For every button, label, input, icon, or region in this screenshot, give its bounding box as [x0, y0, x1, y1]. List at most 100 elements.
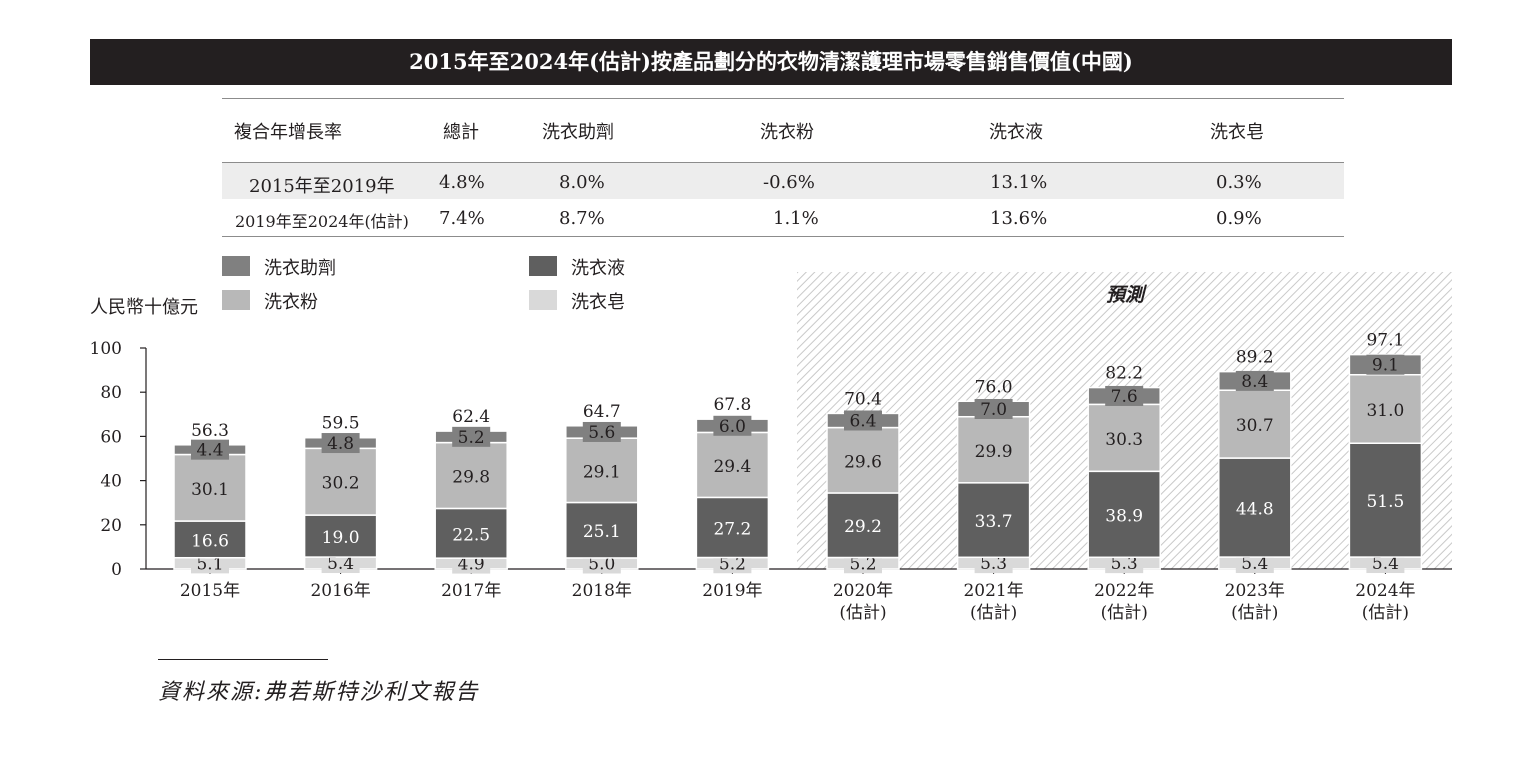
x-tick-label: 2017年 [441, 581, 501, 601]
forecast-label: 預測 [1106, 284, 1147, 306]
bar-segment-liquid [565, 501, 639, 559]
legend-label: 洗衣皂 [571, 292, 625, 313]
data-label-liquid: 19.0 [322, 528, 360, 548]
table-cell-liquid: 13.1% [990, 172, 1048, 193]
x-tick-label: (估計) [839, 603, 886, 623]
table-top-rule [222, 98, 1344, 99]
data-label-box [1366, 553, 1405, 574]
table-cell-additives: 8.0% [559, 172, 605, 193]
bar-segment-liquid [956, 482, 1031, 559]
legend-label: 洗衣粉 [264, 292, 318, 313]
bar-segment-powder [695, 431, 770, 499]
data-label-powder: 30.1 [191, 480, 229, 500]
data-label-box [321, 553, 360, 574]
total-label: 89.2 [1236, 348, 1274, 368]
data-label-box [1235, 370, 1274, 391]
y-tick-label: 0 [111, 560, 122, 580]
data-label-powder: 30.3 [1105, 430, 1143, 450]
data-label-soap: 5.4 [1372, 554, 1399, 574]
data-label-soap: 5.2 [719, 554, 746, 574]
x-tick-label: 2023年 [1225, 581, 1285, 601]
bar-segment-powder [826, 426, 900, 494]
data-label-additives: 5.2 [458, 428, 485, 448]
data-label-additives: 4.8 [327, 434, 354, 454]
data-label-additives: 7.6 [1111, 387, 1138, 407]
table-cell-total: 4.8% [439, 172, 485, 193]
data-label-box [191, 439, 229, 460]
data-label-additives: 9.1 [1372, 356, 1399, 376]
x-tick-label: 2019年 [702, 581, 762, 601]
y-tick-label: 100 [90, 339, 122, 359]
table-row-period: 2019年至2024年(估計) [235, 212, 409, 231]
data-label-liquid: 16.6 [191, 531, 229, 551]
data-label-additives: 8.4 [1241, 372, 1268, 392]
y-tick-label: 60 [100, 427, 122, 447]
data-label-powder: 29.9 [975, 442, 1013, 462]
bar-segment-powder [1087, 403, 1161, 473]
bar-segment-powder [1218, 389, 1292, 459]
data-label-additives: 6.4 [849, 411, 876, 431]
total-label: 59.5 [322, 414, 360, 434]
table-header-additives: 洗衣助劑 [542, 122, 614, 143]
data-label-liquid: 33.7 [975, 512, 1013, 532]
legend-swatch [222, 256, 250, 276]
total-label: 97.1 [1366, 331, 1404, 351]
y-tick-label: 80 [100, 383, 122, 403]
table-header-liquid: 洗衣液 [989, 122, 1043, 143]
x-tick-label: 2024年 [1355, 581, 1415, 601]
table-cell-additives: 8.7% [559, 208, 605, 229]
data-label-soap: 4.9 [458, 555, 485, 575]
data-label-soap: 5.3 [980, 554, 1007, 574]
x-tick-label: 2015年 [180, 581, 240, 601]
y-tick-label: 40 [100, 472, 122, 492]
table-header-cagr: 複合年增長率 [234, 122, 342, 143]
x-tick-label: (估計) [1101, 603, 1148, 623]
total-label: 62.4 [452, 407, 490, 427]
table-header-soap: 洗衣皂 [1210, 122, 1264, 143]
data-label-powder: 29.6 [844, 452, 882, 472]
x-tick-label: 2016年 [310, 581, 370, 601]
x-tick-label: 2020年 [833, 581, 893, 601]
data-label-soap: 5.0 [588, 554, 615, 574]
bar-segment-liquid [695, 496, 770, 559]
table-cell-powder: -0.6% [763, 172, 815, 193]
bar-segment-powder [173, 453, 247, 522]
data-label-liquid: 25.1 [583, 522, 621, 542]
total-label: 67.8 [713, 395, 751, 415]
data-label-box [321, 433, 360, 454]
data-label-box [582, 421, 621, 442]
source-rule [158, 659, 328, 660]
bar-segment-liquid [1087, 470, 1161, 559]
y-tick-label: 20 [100, 516, 122, 536]
data-label-powder: 30.2 [322, 474, 360, 494]
table-header-powder: 洗衣粉 [760, 122, 814, 143]
legend-swatch [529, 256, 557, 276]
data-label-liquid: 38.9 [1105, 506, 1143, 526]
data-label-additives: 4.4 [196, 441, 223, 461]
data-label-powder: 30.7 [1236, 416, 1274, 436]
y-axis-title: 人民幣十億元 [90, 297, 198, 318]
data-label-soap: 5.2 [849, 554, 876, 574]
legend-label: 洗衣液 [571, 258, 625, 279]
bar-segment-powder [1348, 373, 1423, 445]
data-label-powder: 29.8 [452, 468, 490, 488]
x-tick-label: 2021年 [963, 581, 1023, 601]
data-label-box [1235, 553, 1274, 574]
data-label-box [1366, 354, 1405, 375]
data-label-soap: 5.4 [327, 554, 354, 574]
data-label-soap: 5.1 [196, 554, 223, 574]
data-label-powder: 31.0 [1366, 401, 1404, 421]
legend-swatch [529, 290, 557, 310]
table-cell-soap: 0.9% [1216, 208, 1262, 229]
total-label: 56.3 [191, 421, 229, 441]
bar-segment-powder [303, 447, 378, 516]
bar-segment-liquid [1218, 457, 1292, 558]
source-note: 資料來源:弗若斯特沙利文報告 [158, 680, 480, 705]
bar-segment-liquid [434, 507, 508, 559]
legend-swatch [222, 290, 250, 310]
x-tick-label: 2018年 [572, 581, 632, 601]
data-label-liquid: 22.5 [452, 525, 490, 545]
x-tick-label: (估計) [970, 603, 1017, 623]
data-label-powder: 29.1 [583, 462, 621, 482]
x-tick-label: 2022年 [1094, 581, 1154, 601]
